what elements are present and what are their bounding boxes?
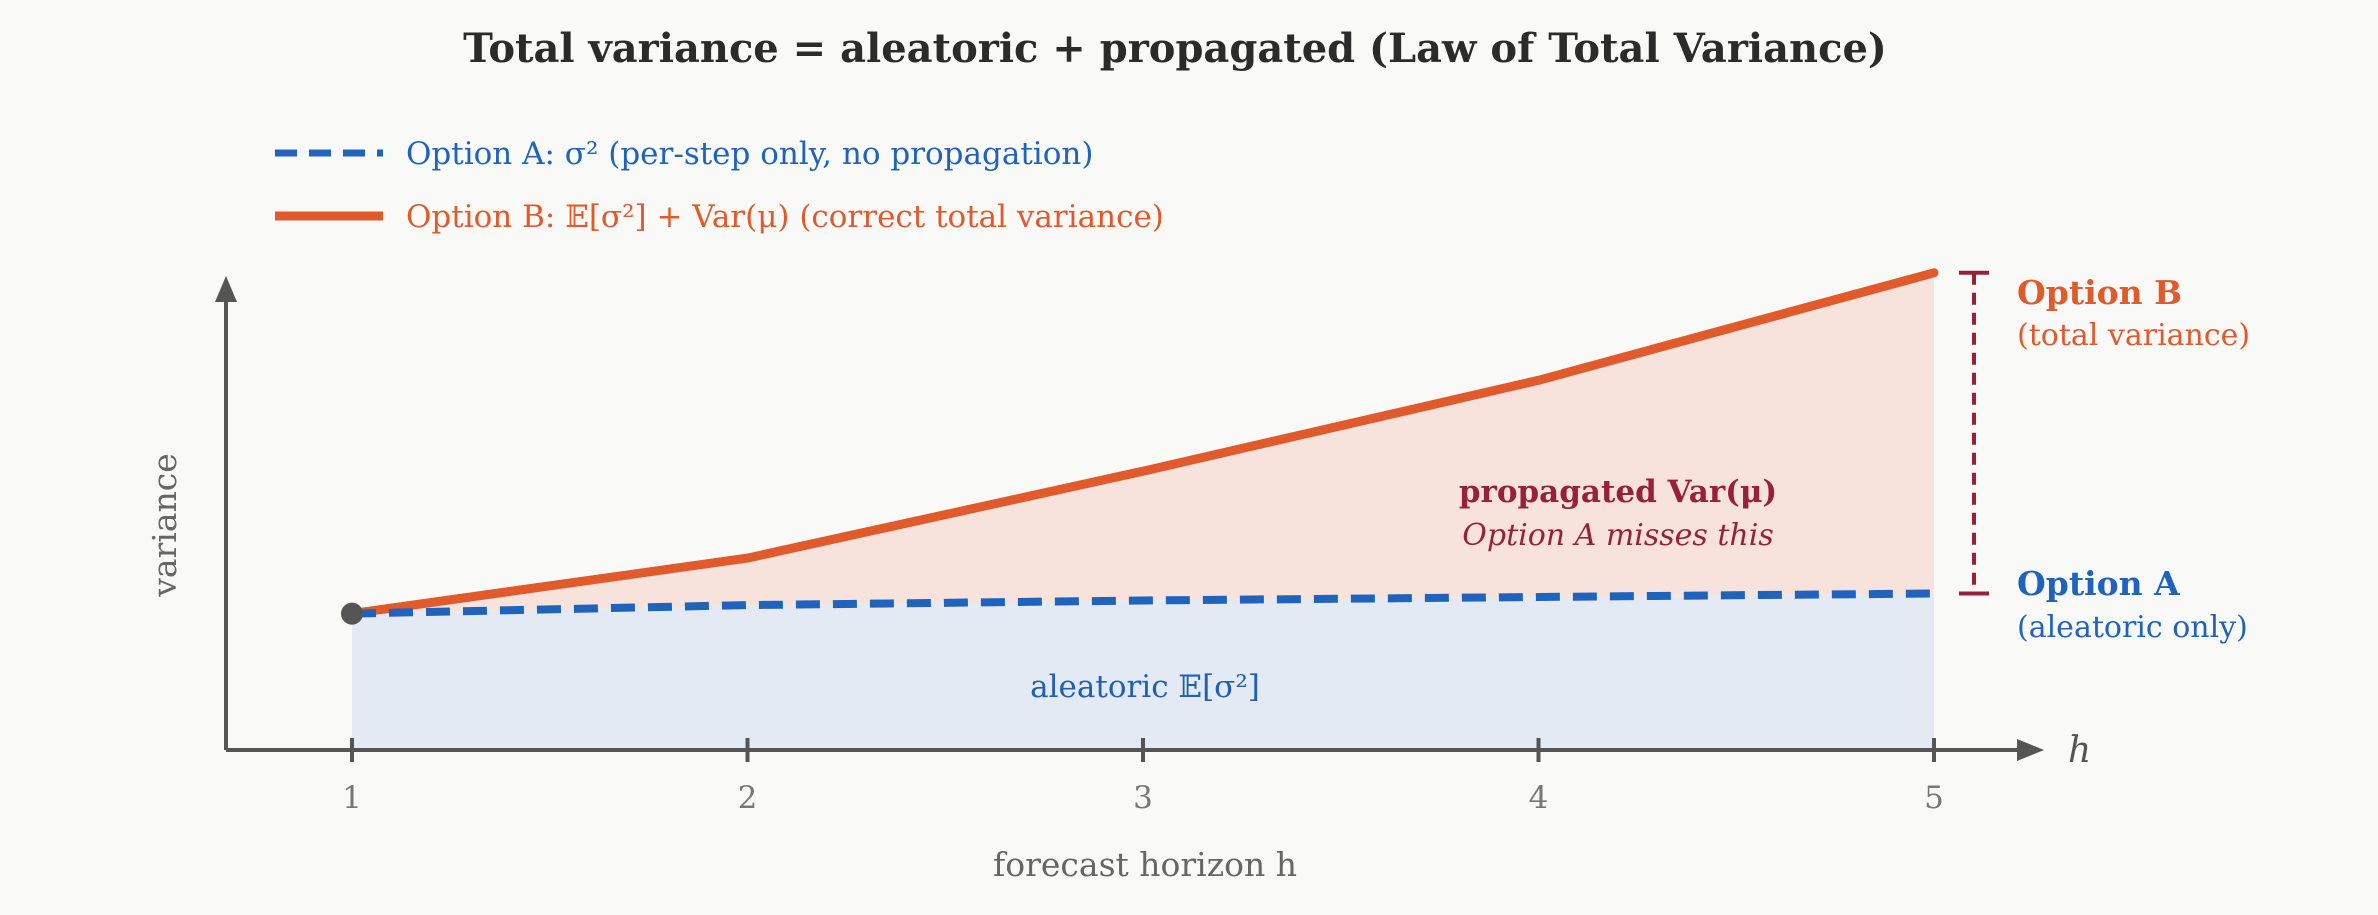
axes: h <box>215 276 2091 771</box>
aleatoric-area <box>352 593 1934 750</box>
y-axis-label: variance <box>145 453 184 598</box>
option-b-end-sub: (total variance) <box>2017 318 2250 353</box>
propagated-annotation-title: propagated Var(μ) <box>1459 474 1777 510</box>
legend-label-option-b: Option B: 𝔼[σ²] + Var(μ) (correct total … <box>406 199 1164 235</box>
start-point <box>341 602 363 625</box>
legend-label-option-a: Option A: σ² (per-step only, no propagat… <box>406 136 1093 172</box>
option-a-end-sub: (aleatoric only) <box>2017 610 2248 645</box>
option-b-end-title: Option B <box>2017 273 2182 312</box>
option-a-end-title: Option A <box>2017 564 2180 603</box>
x-axis-arrow <box>2017 739 2044 761</box>
x-tick-label: 2 <box>738 780 758 816</box>
propagated-annotation-sub: Option A misses this <box>1462 518 1773 553</box>
x-ticks: 1 2 3 4 5 <box>342 738 1944 816</box>
y-axis-arrow <box>215 276 237 302</box>
x-tick-label: 1 <box>342 780 362 816</box>
aleatoric-annotation: aleatoric 𝔼[σ²] <box>1030 669 1260 705</box>
x-axis-symbol: h <box>2068 730 2091 771</box>
x-tick-label: 3 <box>1133 780 1153 816</box>
legend: Option A: σ² (per-step only, no propagat… <box>275 136 1164 235</box>
series-line-option-a <box>351 589 1935 618</box>
series-line-option-b <box>347 268 1939 619</box>
difference-bracket <box>1959 270 1989 596</box>
x-tick-label: 5 <box>1924 780 1944 816</box>
propagated-area <box>352 272 1934 614</box>
x-axis-label: forecast horizon h <box>993 845 1297 884</box>
chart-title: Total variance = aleatoric + propagated … <box>463 25 1887 72</box>
x-tick-label: 4 <box>1529 780 1549 816</box>
